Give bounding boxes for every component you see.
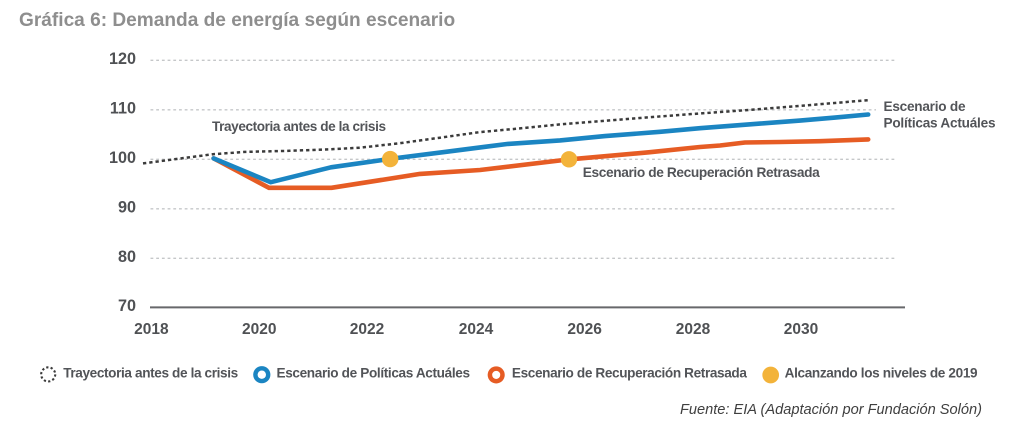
svg-text:2020: 2020 [242,321,276,338]
svg-text:Gráfica 6: Demanda de energía: Gráfica 6: Demanda de energía según esce… [19,10,455,31]
svg-text:90: 90 [118,198,136,216]
svg-text:Alcanzando los niveles de 2019: Alcanzando los niveles de 2019 [785,365,978,380]
svg-text:Escenario de Recuperación Retr: Escenario de Recuperación Retrasada [583,165,820,180]
svg-text:Escenario de: Escenario de [884,99,966,114]
svg-text:2030: 2030 [784,321,818,338]
svg-text:120: 120 [109,50,136,68]
svg-text:110: 110 [110,99,136,117]
svg-text:Políticas Actuáles: Políticas Actuáles [884,115,996,130]
svg-text:2028: 2028 [676,321,711,338]
svg-text:Trayectoria antes de la crisis: Trayectoria antes de la crisis [63,365,238,380]
svg-text:2026: 2026 [567,321,602,338]
svg-text:Escenario de Recuperación Retr: Escenario de Recuperación Retrasada [512,365,747,380]
svg-text:2018: 2018 [134,321,169,338]
svg-text:2024: 2024 [459,321,494,338]
svg-text:Escenario de Políticas Actuále: Escenario de Políticas Actuáles [277,365,471,380]
svg-text:Fuente: EIA (Adaptación por Fu: Fuente: EIA (Adaptación por Fundación So… [680,402,982,418]
svg-text:2022: 2022 [350,321,384,338]
svg-text:Trayectoria antes de la crisis: Trayectoria antes de la crisis [212,119,386,134]
svg-text:70: 70 [118,297,136,315]
svg-text:80: 80 [118,248,136,266]
svg-text:100: 100 [109,149,136,167]
